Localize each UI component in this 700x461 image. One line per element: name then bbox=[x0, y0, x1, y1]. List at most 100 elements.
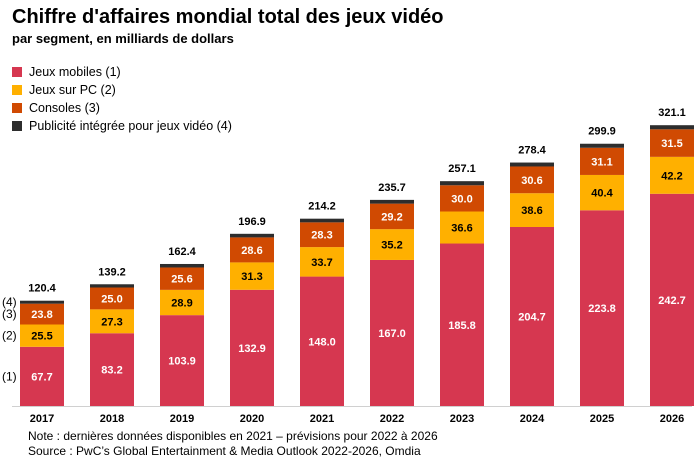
legend-item-consoles: Consoles (3) bbox=[12, 99, 232, 117]
total-label: 257.1 bbox=[448, 163, 476, 175]
bar-segment bbox=[510, 166, 554, 194]
data-label: 28.3 bbox=[311, 230, 332, 242]
bar-segment bbox=[300, 276, 344, 406]
legend-label-consoles: Consoles (3) bbox=[29, 101, 100, 115]
data-label: 25.6 bbox=[171, 274, 192, 286]
bar-segment bbox=[160, 263, 204, 268]
bar-segment bbox=[20, 300, 64, 304]
data-label: 36.6 bbox=[451, 223, 472, 235]
x-tick-label: 2018 bbox=[100, 413, 124, 425]
bar-segment bbox=[300, 247, 344, 277]
bar-segment bbox=[650, 125, 694, 130]
data-label: 185.8 bbox=[448, 320, 476, 332]
x-tick-label: 2022 bbox=[380, 413, 404, 425]
total-label: 196.9 bbox=[238, 216, 266, 228]
bar-segment bbox=[370, 229, 414, 260]
total-label: 278.4 bbox=[518, 145, 546, 157]
bar-segment bbox=[160, 315, 204, 406]
total-label: 162.4 bbox=[168, 246, 196, 258]
bar-segment bbox=[510, 162, 554, 167]
legend-item-mobile: Jeux mobiles (1) bbox=[12, 63, 232, 81]
bar-segment bbox=[300, 222, 344, 248]
bar-segment bbox=[510, 193, 554, 227]
legend-swatch-pc bbox=[12, 85, 22, 95]
bar-segment bbox=[370, 199, 414, 204]
bar-segment bbox=[90, 333, 134, 406]
bar-segment bbox=[440, 211, 484, 244]
data-label: 132.9 bbox=[238, 343, 266, 355]
data-label: 42.2 bbox=[661, 170, 682, 182]
x-tick-label: 2020 bbox=[240, 413, 264, 425]
data-label: 103.9 bbox=[168, 356, 196, 368]
chart-legend: Jeux mobiles (1) Jeux sur PC (2) Console… bbox=[12, 63, 232, 135]
bar-segment bbox=[370, 203, 414, 230]
x-tick-label: 2023 bbox=[450, 413, 474, 425]
data-label: 31.3 bbox=[241, 271, 262, 283]
legend-swatch-ads bbox=[12, 121, 22, 131]
bar-segment bbox=[230, 233, 274, 238]
x-tick-label: 2025 bbox=[590, 413, 614, 425]
bar-segment bbox=[160, 289, 204, 316]
segment-marker: (2) bbox=[2, 329, 17, 343]
bar-segment bbox=[20, 303, 64, 325]
total-label: 321.1 bbox=[658, 107, 686, 119]
data-label: 67.7 bbox=[31, 371, 52, 383]
data-label: 29.2 bbox=[381, 211, 402, 223]
bar-segment bbox=[440, 185, 484, 212]
x-tick-label: 2024 bbox=[520, 413, 545, 425]
bar-segment bbox=[160, 267, 204, 290]
data-label: 148.0 bbox=[308, 336, 336, 348]
chart-title: Chiffre d'affaires mondial total des jeu… bbox=[12, 6, 444, 28]
total-label: 214.2 bbox=[308, 201, 336, 213]
legend-item-pc: Jeux sur PC (2) bbox=[12, 81, 232, 99]
data-label: 28.9 bbox=[171, 298, 192, 310]
bar-segment bbox=[650, 156, 694, 194]
legend-label-pc: Jeux sur PC (2) bbox=[29, 83, 116, 97]
data-label: 167.0 bbox=[378, 328, 406, 340]
data-label: 83.2 bbox=[101, 365, 122, 377]
bar-segment bbox=[510, 226, 554, 406]
data-label: 40.4 bbox=[591, 188, 613, 200]
total-label: 139.2 bbox=[98, 266, 126, 278]
data-label: 28.6 bbox=[241, 245, 262, 257]
total-label: 299.9 bbox=[588, 126, 616, 138]
segment-marker: (1) bbox=[2, 369, 17, 383]
bar-segment bbox=[230, 262, 274, 290]
legend-item-ads: Publicité intégrée pour jeux vidéo (4) bbox=[12, 117, 232, 135]
bar-segment bbox=[580, 174, 624, 211]
x-tick-label: 2026 bbox=[660, 413, 684, 425]
bar-segment bbox=[580, 147, 624, 175]
bar-segment bbox=[440, 181, 484, 186]
segment-marker: (4) bbox=[2, 295, 17, 309]
data-label: 33.7 bbox=[311, 257, 332, 269]
bar-segment bbox=[580, 143, 624, 148]
data-label: 25.0 bbox=[101, 293, 122, 305]
x-tick-label: 2021 bbox=[310, 413, 334, 425]
bar-segment bbox=[580, 210, 624, 406]
bar-segment bbox=[20, 324, 64, 347]
bar-segment bbox=[90, 284, 134, 288]
data-label: 223.8 bbox=[588, 303, 616, 315]
bar-segment bbox=[440, 243, 484, 406]
bar-segment bbox=[230, 289, 274, 406]
data-label: 38.6 bbox=[521, 205, 542, 217]
chart-note: Note : dernières données disponibles en … bbox=[28, 429, 438, 443]
data-label: 35.2 bbox=[381, 240, 402, 252]
data-label: 30.6 bbox=[521, 175, 542, 187]
bar-segment bbox=[90, 287, 134, 310]
x-tick-label: 2019 bbox=[170, 413, 194, 425]
chart-subtitle: par segment, en milliards de dollars bbox=[12, 31, 234, 46]
bar-segment bbox=[300, 218, 344, 223]
x-tick-label: 2017 bbox=[30, 413, 54, 425]
data-label: 23.8 bbox=[31, 309, 52, 321]
legend-swatch-consoles bbox=[12, 103, 22, 113]
legend-swatch-mobile bbox=[12, 67, 22, 77]
data-label: 204.7 bbox=[518, 311, 546, 323]
bar-segment bbox=[20, 346, 64, 406]
data-label: 31.1 bbox=[591, 156, 612, 168]
data-label: 27.3 bbox=[101, 316, 122, 328]
bar-segment bbox=[230, 237, 274, 263]
total-label: 235.7 bbox=[378, 182, 406, 194]
data-label: 31.5 bbox=[661, 138, 682, 150]
